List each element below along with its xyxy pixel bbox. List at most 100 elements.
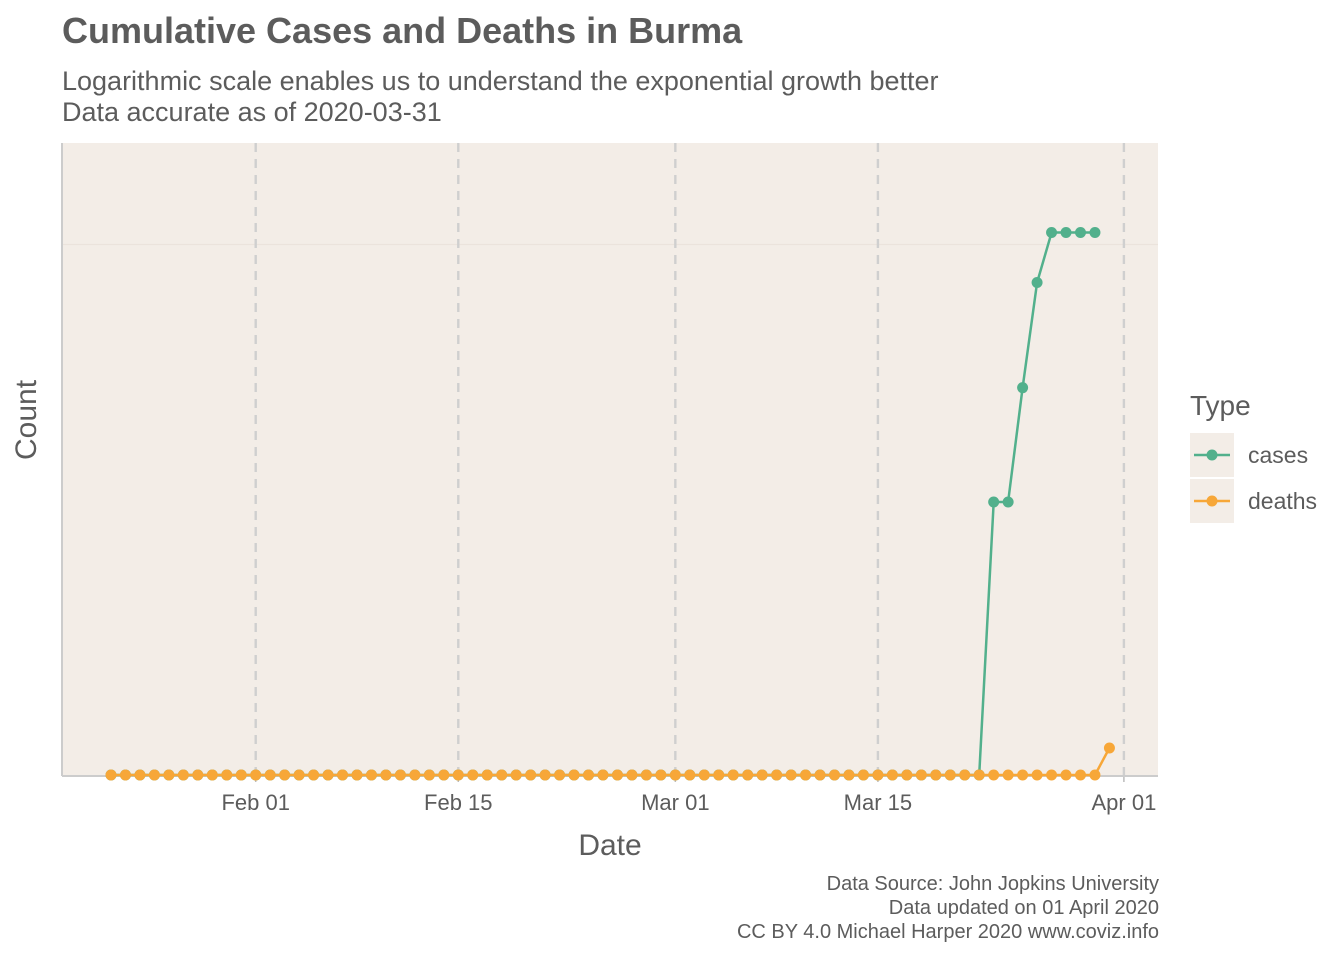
data-point-cases — [1031, 276, 1043, 288]
data-point-cases — [1074, 227, 1086, 238]
data-point-deaths — [901, 769, 913, 781]
data-point-cases — [1089, 227, 1101, 238]
data-point-deaths — [742, 769, 754, 781]
data-point-deaths — [973, 769, 985, 781]
data-point-deaths — [684, 769, 696, 781]
data-point-deaths — [554, 769, 566, 781]
data-point-deaths — [843, 769, 855, 781]
data-point-deaths — [337, 769, 349, 781]
data-point-deaths — [380, 769, 392, 781]
data-point-deaths — [1089, 769, 1101, 781]
data-point-deaths — [481, 769, 493, 781]
data-point-deaths — [872, 769, 884, 781]
data-point-deaths — [698, 769, 710, 781]
legend-key-cases — [1190, 433, 1234, 477]
data-point-deaths — [163, 769, 175, 781]
x-axis-label: Date — [578, 829, 641, 862]
data-point-cases — [1017, 382, 1029, 394]
data-point-deaths — [915, 769, 927, 781]
data-point-deaths — [264, 769, 276, 781]
y-axis-label: Count — [10, 379, 43, 460]
x-tick-label: Apr 01 — [1091, 790, 1156, 815]
data-point-deaths — [857, 769, 869, 781]
data-point-deaths — [1103, 742, 1115, 754]
data-point-deaths — [1046, 769, 1058, 781]
subtitle-line-1: Logarithmic scale enables us to understa… — [62, 66, 939, 96]
legend-item-cases: cases — [1190, 432, 1317, 478]
data-point-cases — [1002, 496, 1014, 508]
data-point-deaths — [192, 769, 204, 781]
caption-line-3: CC BY 4.0 Michael Harper 2020 www.coviz.… — [736, 921, 1159, 943]
subtitle-line-2: Data accurate as of 2020-03-31 — [62, 97, 442, 127]
data-point-deaths — [1017, 769, 1029, 781]
x-tick-label: Feb 01 — [221, 790, 290, 815]
data-point-deaths — [655, 769, 667, 781]
data-point-deaths — [293, 769, 305, 781]
data-point-deaths — [568, 769, 580, 781]
data-point-deaths — [308, 769, 320, 781]
data-point-deaths — [525, 769, 537, 781]
data-point-deaths — [510, 769, 522, 781]
data-point-deaths — [409, 769, 421, 781]
data-point-deaths — [394, 769, 406, 781]
data-point-deaths — [221, 769, 233, 781]
data-point-deaths — [423, 769, 435, 781]
legend-label-deaths: deaths — [1248, 487, 1318, 514]
data-point-deaths — [206, 769, 218, 781]
plot-panel — [62, 143, 1158, 776]
caption-line-2: Data updated on 01 April 2020 — [888, 897, 1159, 919]
data-point-deaths — [452, 769, 464, 781]
chart-title: Cumulative Cases and Deaths in Burma — [62, 10, 743, 51]
data-point-deaths — [640, 769, 652, 781]
data-point-deaths — [322, 769, 334, 781]
data-point-deaths — [886, 769, 898, 781]
data-point-deaths — [829, 769, 840, 781]
x-tick-label: Mar 15 — [844, 790, 912, 815]
chart-caption: Data Source: John Jopkins University Dat… — [737, 872, 1159, 944]
data-point-deaths — [930, 769, 942, 781]
data-point-deaths — [800, 769, 812, 781]
data-point-cases — [1046, 227, 1058, 238]
data-point-cases — [1060, 227, 1072, 238]
data-point-deaths — [365, 769, 377, 781]
data-point-deaths — [713, 769, 725, 781]
data-point-deaths — [467, 769, 479, 781]
chart-subtitle: Logarithmic scale enables us to understa… — [62, 66, 939, 128]
data-point-deaths — [1060, 769, 1072, 781]
data-point-deaths — [583, 769, 595, 781]
legend: Type cases deaths — [1190, 390, 1317, 524]
data-point-deaths — [134, 769, 146, 781]
data-point-deaths — [119, 769, 131, 781]
data-point-deaths — [539, 769, 551, 781]
data-point-deaths — [669, 769, 681, 781]
data-point-deaths — [626, 769, 638, 781]
data-point-deaths — [756, 769, 768, 781]
data-point-deaths — [250, 769, 262, 781]
legend-item-deaths: deaths — [1190, 478, 1317, 524]
data-point-deaths — [438, 769, 450, 781]
data-point-deaths — [1002, 769, 1014, 781]
data-point-cases — [988, 496, 1000, 508]
data-point-deaths — [1031, 769, 1043, 781]
data-point-deaths — [496, 769, 508, 781]
x-tick-label: Mar 01 — [641, 790, 709, 815]
legend-title: Type — [1190, 390, 1251, 421]
data-point-deaths — [279, 769, 291, 781]
data-point-deaths — [611, 769, 623, 781]
data-point-deaths — [814, 769, 826, 781]
legend-label-cases: cases — [1248, 441, 1309, 468]
data-point-deaths — [727, 769, 739, 781]
series-line-deaths — [111, 747, 1111, 777]
data-point-deaths — [105, 769, 117, 781]
data-point-deaths — [771, 769, 783, 781]
data-point-deaths — [235, 769, 247, 781]
data-point-deaths — [148, 769, 160, 781]
data-point-deaths — [944, 769, 956, 781]
data-point-deaths — [959, 769, 971, 781]
data-point-deaths — [785, 769, 797, 781]
data-point-deaths — [351, 769, 363, 781]
data-point-deaths — [177, 769, 189, 781]
x-tick-label: Feb 15 — [424, 790, 493, 815]
caption-line-1: Data Source: John Jopkins University — [826, 873, 1159, 895]
